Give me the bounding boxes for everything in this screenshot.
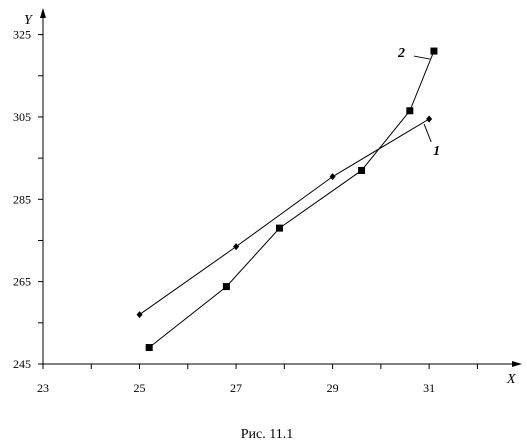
- y-tick-label: 325: [13, 28, 31, 42]
- x-tick-label: 31: [423, 381, 435, 395]
- series-group: 12: [136, 46, 440, 352]
- series-2-label: 2: [397, 46, 405, 61]
- x-tick-label: 27: [230, 381, 242, 395]
- series-2-line: [148, 50, 435, 348]
- series-2-point: [222, 283, 230, 291]
- series-1-point: [233, 243, 240, 251]
- axes: [40, 8, 522, 367]
- series-2-point: [430, 47, 438, 55]
- series-1-point: [136, 311, 143, 319]
- x-axis-arrow: [512, 361, 522, 367]
- y-tick-label: 245: [13, 357, 31, 371]
- series-1-label: 1: [433, 144, 440, 159]
- y-axis-label: Y: [24, 13, 34, 28]
- x-tick-label: 29: [327, 381, 339, 395]
- y-tick-label: 285: [13, 192, 31, 206]
- x-tick-label: 23: [37, 381, 49, 395]
- series-2-point: [276, 224, 283, 232]
- y-tick-label: 305: [13, 110, 31, 124]
- series-1-point: [426, 115, 433, 123]
- x-axis-label: X: [506, 372, 516, 387]
- y-axis-arrow: [40, 8, 46, 18]
- y-tick-label: 265: [13, 275, 31, 289]
- x-tick-label: 25: [134, 381, 146, 395]
- series-2-point: [358, 166, 366, 174]
- ticks: 23 25 27 29 31 245 265 285 305 325: [13, 28, 478, 395]
- series-1-point: [329, 173, 336, 181]
- series-2-point: [406, 107, 414, 115]
- series-2-point: [145, 344, 153, 352]
- series-1-line: [139, 118, 430, 315]
- series-2-leader: [413, 55, 431, 60]
- series-1-leader: [423, 123, 432, 143]
- figure-caption: Рис. 11.1: [241, 427, 293, 442]
